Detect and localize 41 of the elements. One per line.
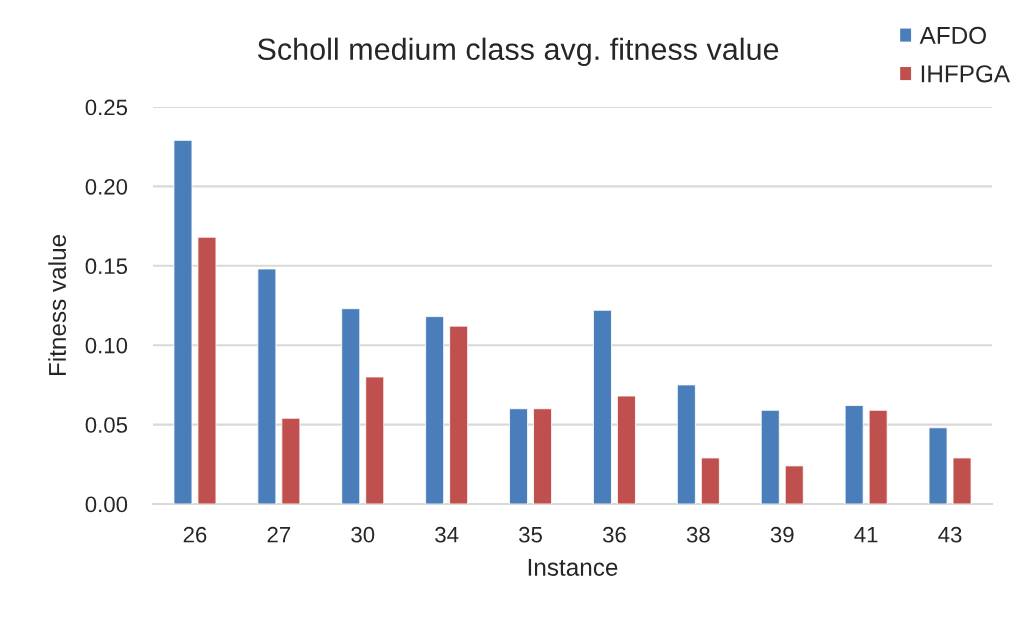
- bar: [197, 236, 217, 504]
- bar: [281, 417, 301, 504]
- x-tick-label: 36: [602, 526, 626, 543]
- bar: [952, 457, 972, 504]
- x-tick-label: 41: [854, 527, 878, 543]
- bar: [173, 139, 193, 504]
- x-tick-label: 26: [183, 526, 207, 543]
- chart-title: Scholl medium class avg. fitness value: [257, 37, 779, 67]
- bar: [593, 309, 612, 504]
- x-tick-label: 34: [435, 526, 459, 543]
- bar: [928, 427, 948, 504]
- legend-label: AFDO: [919, 26, 986, 45]
- y-tick-label: 0.10: [85, 337, 128, 354]
- x-tick-label: 38: [686, 526, 710, 543]
- y-tick-label: 0.25: [85, 99, 128, 116]
- x-tick-label: 35: [519, 526, 542, 543]
- bar: [533, 408, 552, 504]
- bar: [341, 308, 361, 504]
- bar: [784, 465, 804, 504]
- legend-label: IHFPGA: [921, 65, 1011, 83]
- x-axis-title: Instance: [528, 558, 618, 576]
- bar: [617, 395, 636, 504]
- y-tick-label: 0.20: [85, 178, 128, 195]
- bar: [257, 268, 277, 504]
- bar: [700, 457, 720, 504]
- y-tick-label: 0.05: [85, 417, 128, 433]
- bar: [425, 316, 445, 504]
- x-tick-label: 27: [267, 526, 291, 543]
- bar: [365, 376, 385, 504]
- bar: [676, 384, 696, 504]
- x-tick-label: 39: [770, 526, 794, 543]
- x-tick-label: 30: [351, 526, 375, 543]
- y-tick-label: 0.15: [85, 258, 128, 275]
- bar: [509, 408, 528, 504]
- bar: [449, 325, 469, 504]
- x-tick-label: 43: [938, 526, 962, 543]
- bar: [760, 409, 780, 504]
- y-axis-title: Fitness value: [48, 234, 67, 376]
- y-tick-label: 0.00: [85, 496, 128, 513]
- bar: [868, 409, 888, 504]
- bar: [844, 405, 864, 504]
